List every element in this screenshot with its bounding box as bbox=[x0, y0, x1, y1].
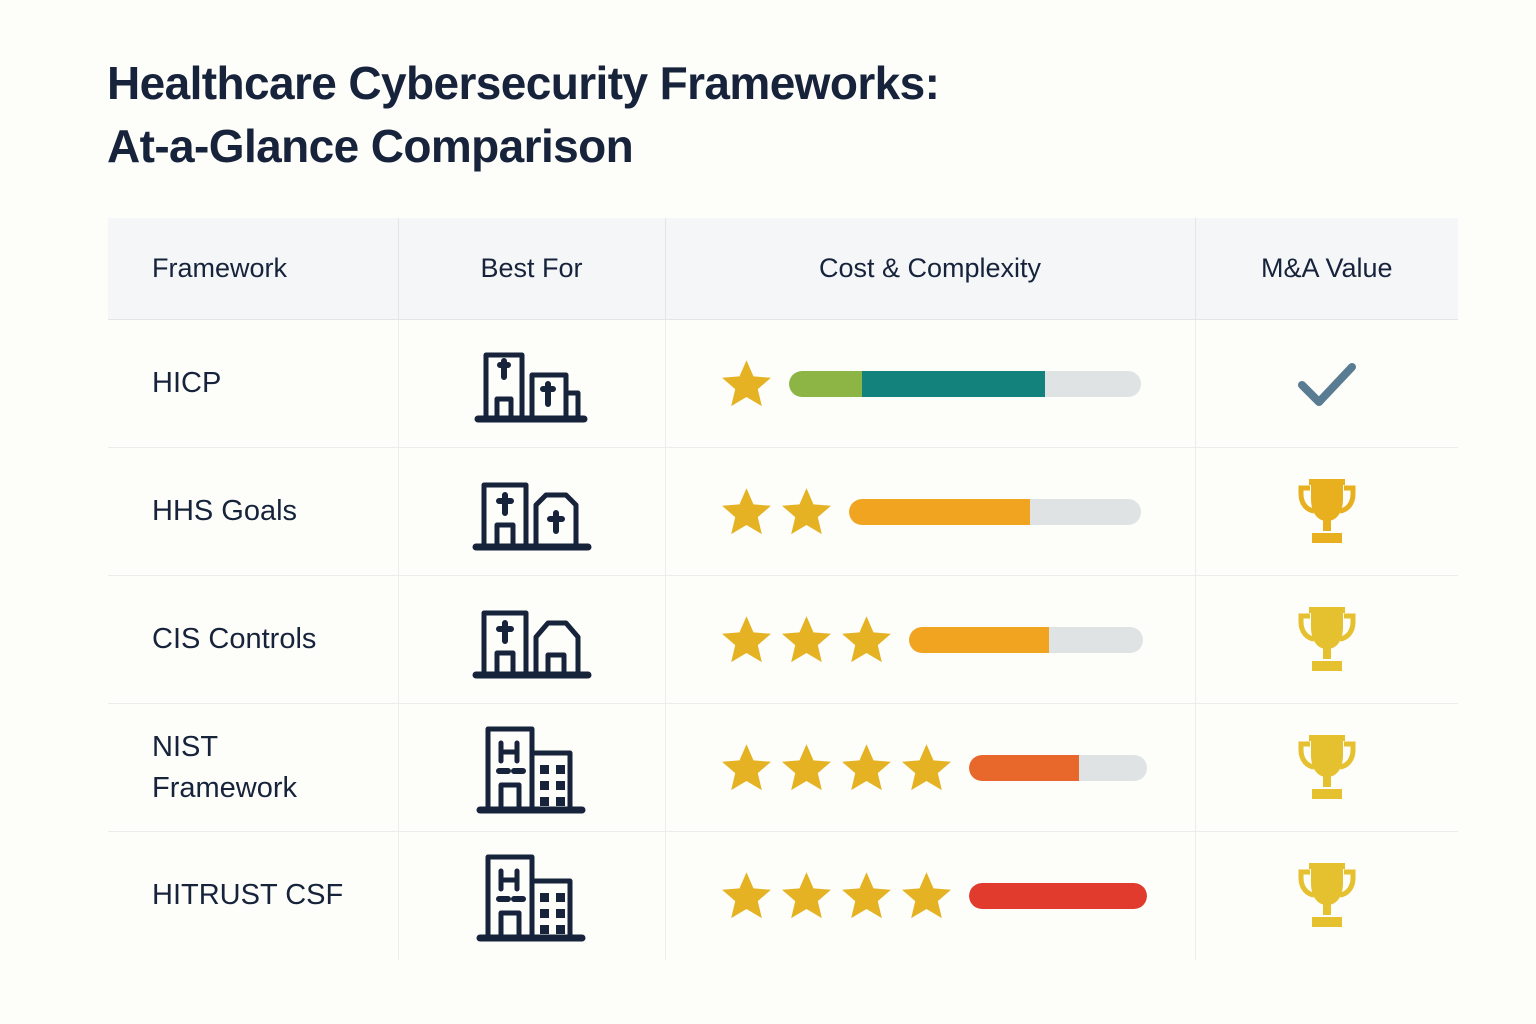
star-icon bbox=[841, 744, 891, 791]
complexity-bar bbox=[788, 370, 1141, 397]
ma-value-wrap bbox=[1196, 475, 1459, 549]
complexity-bar bbox=[908, 626, 1143, 653]
hospital-small-clinic-icon bbox=[474, 352, 587, 422]
star-icon bbox=[781, 744, 831, 791]
bar-segment bbox=[908, 626, 1049, 653]
hospital-pair-icon bbox=[472, 482, 591, 550]
star-icon bbox=[901, 872, 951, 919]
ma-value-cell bbox=[1195, 447, 1459, 576]
framework-name-cell: CIS Controls bbox=[108, 575, 399, 704]
table-body: HICP HHS Goals CIS Controls NIST Framework HI… bbox=[108, 319, 1459, 960]
complexity-bar bbox=[848, 498, 1141, 525]
trophy-icon bbox=[1298, 478, 1356, 543]
star-icon bbox=[721, 872, 771, 919]
star-icon bbox=[781, 488, 831, 535]
ma-value-cell bbox=[1195, 832, 1458, 960]
framework-name-cell: NIST Framework bbox=[108, 703, 399, 832]
bar-segment bbox=[848, 498, 1030, 525]
column-header-framework: Framework bbox=[108, 218, 399, 320]
star-icon bbox=[841, 616, 891, 663]
trophy-icon bbox=[1298, 862, 1356, 927]
ma-value-wrap bbox=[1196, 603, 1459, 677]
table-row: HITRUST CSF bbox=[108, 831, 1458, 960]
cost-complexity-cell bbox=[665, 831, 1196, 960]
framework-name: HHS Goals bbox=[152, 495, 298, 527]
star-rating bbox=[718, 483, 835, 540]
cost-row bbox=[666, 611, 1195, 668]
bar-segment bbox=[968, 882, 1147, 909]
cost-complexity-cell bbox=[665, 447, 1196, 576]
office-hospital-tower-icon bbox=[476, 726, 585, 813]
ma-value-wrap bbox=[1196, 731, 1459, 805]
star-rating bbox=[718, 611, 895, 668]
column-header-ma-value: M&A Value bbox=[1195, 218, 1458, 320]
star-icon bbox=[781, 872, 831, 919]
star-icon bbox=[841, 872, 891, 919]
best-for-cell bbox=[398, 831, 666, 960]
ma-value-wrap bbox=[1196, 859, 1459, 933]
framework-name-cell: HITRUST CSF bbox=[108, 831, 399, 960]
page-title-line-1: Healthcare Cybersecurity Frameworks: bbox=[107, 57, 940, 109]
framework-name-cell: HHS Goals bbox=[108, 447, 399, 576]
trophy-icon bbox=[1298, 606, 1356, 671]
star-icon bbox=[721, 488, 771, 535]
cost-row bbox=[666, 739, 1195, 796]
check-icon bbox=[1297, 362, 1356, 406]
table-row: NIST Framework bbox=[108, 703, 1459, 832]
table-row: CIS Controls bbox=[108, 575, 1459, 704]
bar-segment bbox=[788, 370, 863, 397]
star-rating bbox=[718, 867, 955, 924]
table-header: Framework Best For Cost & Complexity M&A… bbox=[108, 218, 1458, 320]
cost-row bbox=[666, 483, 1195, 540]
complexity-bar bbox=[968, 754, 1147, 781]
column-header-best-for: Best For bbox=[398, 218, 666, 320]
star-icon bbox=[721, 360, 771, 407]
complexity-bar bbox=[968, 882, 1147, 909]
best-for-cell bbox=[398, 447, 666, 576]
framework-name: CIS Controls bbox=[152, 623, 317, 655]
trophy-icon bbox=[1298, 734, 1356, 799]
best-for-icon-wrap bbox=[399, 599, 665, 681]
framework-name-cell: HICP bbox=[108, 319, 399, 448]
ma-value-cell bbox=[1195, 575, 1459, 704]
star-rating bbox=[718, 355, 775, 412]
ma-value-cell bbox=[1195, 703, 1459, 832]
page-title-line-2: At-a-Glance Comparison bbox=[107, 120, 634, 172]
best-for-icon-wrap bbox=[399, 343, 665, 425]
comparison-table: Framework Best For Cost & Complexity M&A… bbox=[108, 218, 1458, 960]
best-for-cell bbox=[398, 575, 666, 704]
star-icon bbox=[721, 744, 771, 791]
best-for-icon-wrap bbox=[399, 719, 665, 817]
framework-name: HICP bbox=[152, 367, 222, 399]
framework-name: HITRUST CSF bbox=[152, 879, 344, 912]
ma-value-wrap bbox=[1196, 359, 1459, 409]
bar-segment bbox=[862, 370, 1046, 397]
cost-row bbox=[666, 355, 1195, 412]
office-hospital-tower-icon bbox=[476, 854, 585, 942]
ma-value-cell bbox=[1195, 319, 1459, 448]
star-icon bbox=[901, 744, 951, 791]
table-header-row: Framework Best For Cost & Complexity M&A… bbox=[108, 218, 1458, 320]
best-for-cell bbox=[398, 319, 666, 448]
cost-row bbox=[666, 867, 1195, 924]
cost-complexity-cell bbox=[665, 575, 1196, 704]
hospital-house-icon bbox=[472, 610, 591, 678]
star-icon bbox=[721, 616, 771, 663]
star-icon bbox=[781, 616, 831, 663]
table-row: HHS Goals bbox=[108, 447, 1459, 576]
column-header-cost-complexity: Cost & Complexity bbox=[665, 218, 1196, 320]
best-for-icon-wrap bbox=[399, 471, 665, 553]
table-row: HICP bbox=[108, 319, 1459, 448]
page-title: Healthcare Cybersecurity Frameworks: At-… bbox=[107, 52, 1307, 178]
cost-complexity-cell bbox=[665, 703, 1196, 832]
framework-name-line-2: Framework bbox=[152, 771, 298, 804]
framework-name: NIST bbox=[152, 730, 219, 763]
cost-complexity-cell bbox=[665, 319, 1196, 448]
bar-segment bbox=[968, 754, 1079, 781]
best-for-icon-wrap bbox=[399, 847, 665, 945]
star-rating bbox=[718, 739, 955, 796]
best-for-cell bbox=[398, 703, 666, 832]
